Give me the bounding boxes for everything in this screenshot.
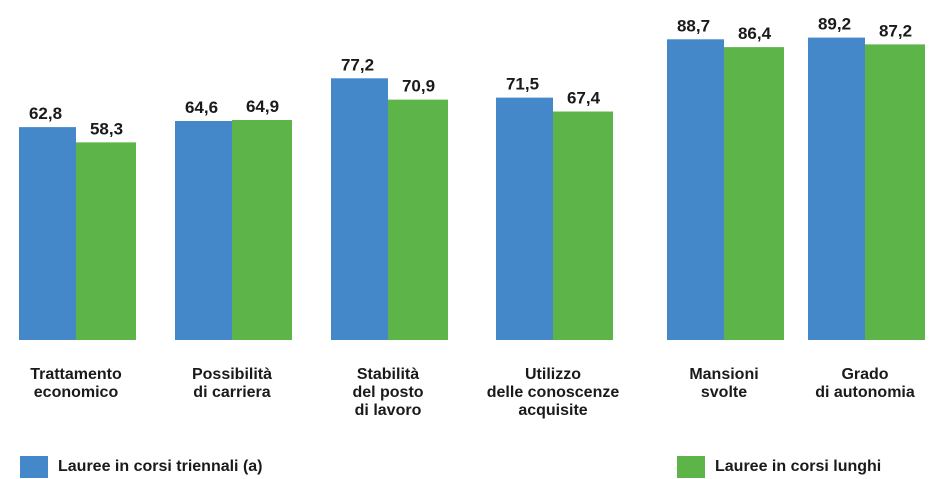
- bar: [496, 97, 553, 341]
- value-label: 88,7: [677, 16, 710, 35]
- bar: [808, 37, 865, 340]
- value-label: 62,8: [29, 104, 62, 123]
- bar: [331, 78, 388, 341]
- category-label: Trattamento economico: [30, 366, 122, 401]
- value-label: 64,6: [185, 98, 218, 117]
- bar: [667, 39, 724, 340]
- legend-swatch: [20, 456, 48, 478]
- bar: [175, 121, 232, 340]
- bar: [724, 47, 784, 340]
- legend-item: Lauree in corsi triennali (a): [20, 456, 263, 478]
- bar: [553, 111, 613, 340]
- bar: [19, 127, 76, 340]
- category-label: Grado di autonomia: [815, 366, 915, 401]
- category-label: Utilizzo delle conoscenze acquisite: [486, 366, 620, 419]
- value-label: 67,4: [567, 89, 601, 108]
- value-label: 58,3: [90, 119, 123, 138]
- category-label: Possibilità di carriera: [191, 366, 273, 401]
- legend-item: Lauree in corsi lunghi: [677, 456, 881, 478]
- value-label: 86,4: [738, 24, 772, 43]
- bar: [388, 99, 448, 340]
- bar: [232, 119, 292, 340]
- value-label: 89,2: [818, 15, 851, 34]
- legend-label: Lauree in corsi lunghi: [715, 458, 882, 475]
- bar: [865, 44, 925, 340]
- value-label: 71,5: [506, 75, 539, 94]
- category-label: Mansioni svolte: [689, 366, 759, 401]
- value-label: 87,2: [879, 21, 912, 40]
- legend-label: Lauree in corsi triennali (a): [58, 458, 263, 475]
- value-label: 64,9: [246, 97, 279, 116]
- bar: [76, 142, 136, 340]
- legend-swatch: [677, 456, 705, 478]
- value-label: 70,9: [402, 77, 435, 96]
- category-label: Stabilità del posto di lavoro: [352, 366, 424, 419]
- value-label: 77,2: [341, 55, 374, 74]
